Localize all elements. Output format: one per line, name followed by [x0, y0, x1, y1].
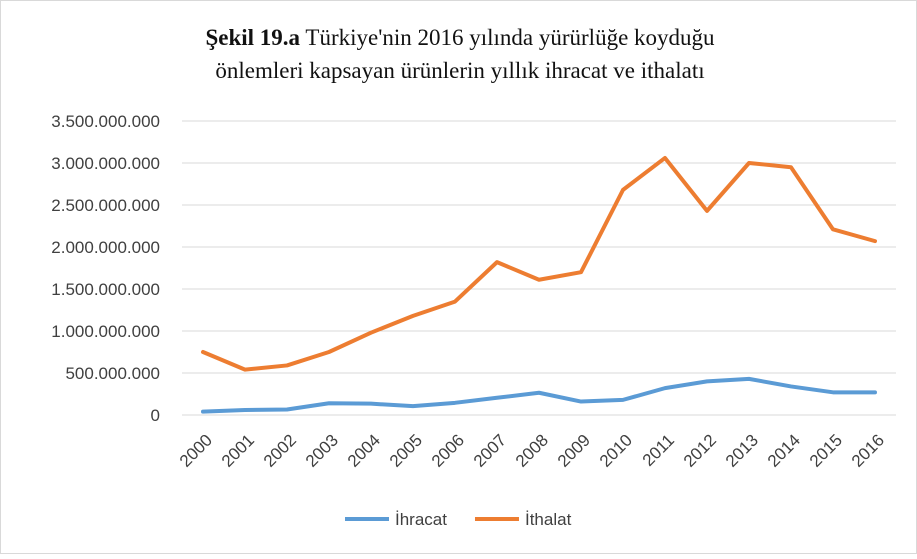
- y-tick-label: 3.500.000.000: [51, 112, 160, 131]
- legend-label: İthalat: [525, 510, 572, 529]
- title-line: önlemleri kapsayan ürünlerin yıllık ihra…: [215, 58, 704, 83]
- legend-label: İhracat: [395, 510, 447, 529]
- y-tick-label: 2.000.000.000: [51, 238, 160, 257]
- y-tick-label: 1.500.000.000: [51, 280, 160, 299]
- y-tick-label: 500.000.000: [65, 364, 160, 383]
- y-tick-label: 1.000.000.000: [51, 322, 160, 341]
- y-tick-label: 3.000.000.000: [51, 154, 160, 173]
- chart-title: Şekil 19.a Türkiye'nin 2016 yılında yürü…: [205, 25, 715, 50]
- data-line: [201, 376, 877, 414]
- title-prefix: Şekil 19.a: [205, 25, 300, 50]
- y-tick-label: 0: [151, 406, 160, 425]
- title-line: Türkiye'nin 2016 yılında yürürlüğe koydu…: [305, 25, 715, 50]
- y-tick-label: 2.500.000.000: [51, 196, 160, 215]
- data-line: [201, 155, 877, 372]
